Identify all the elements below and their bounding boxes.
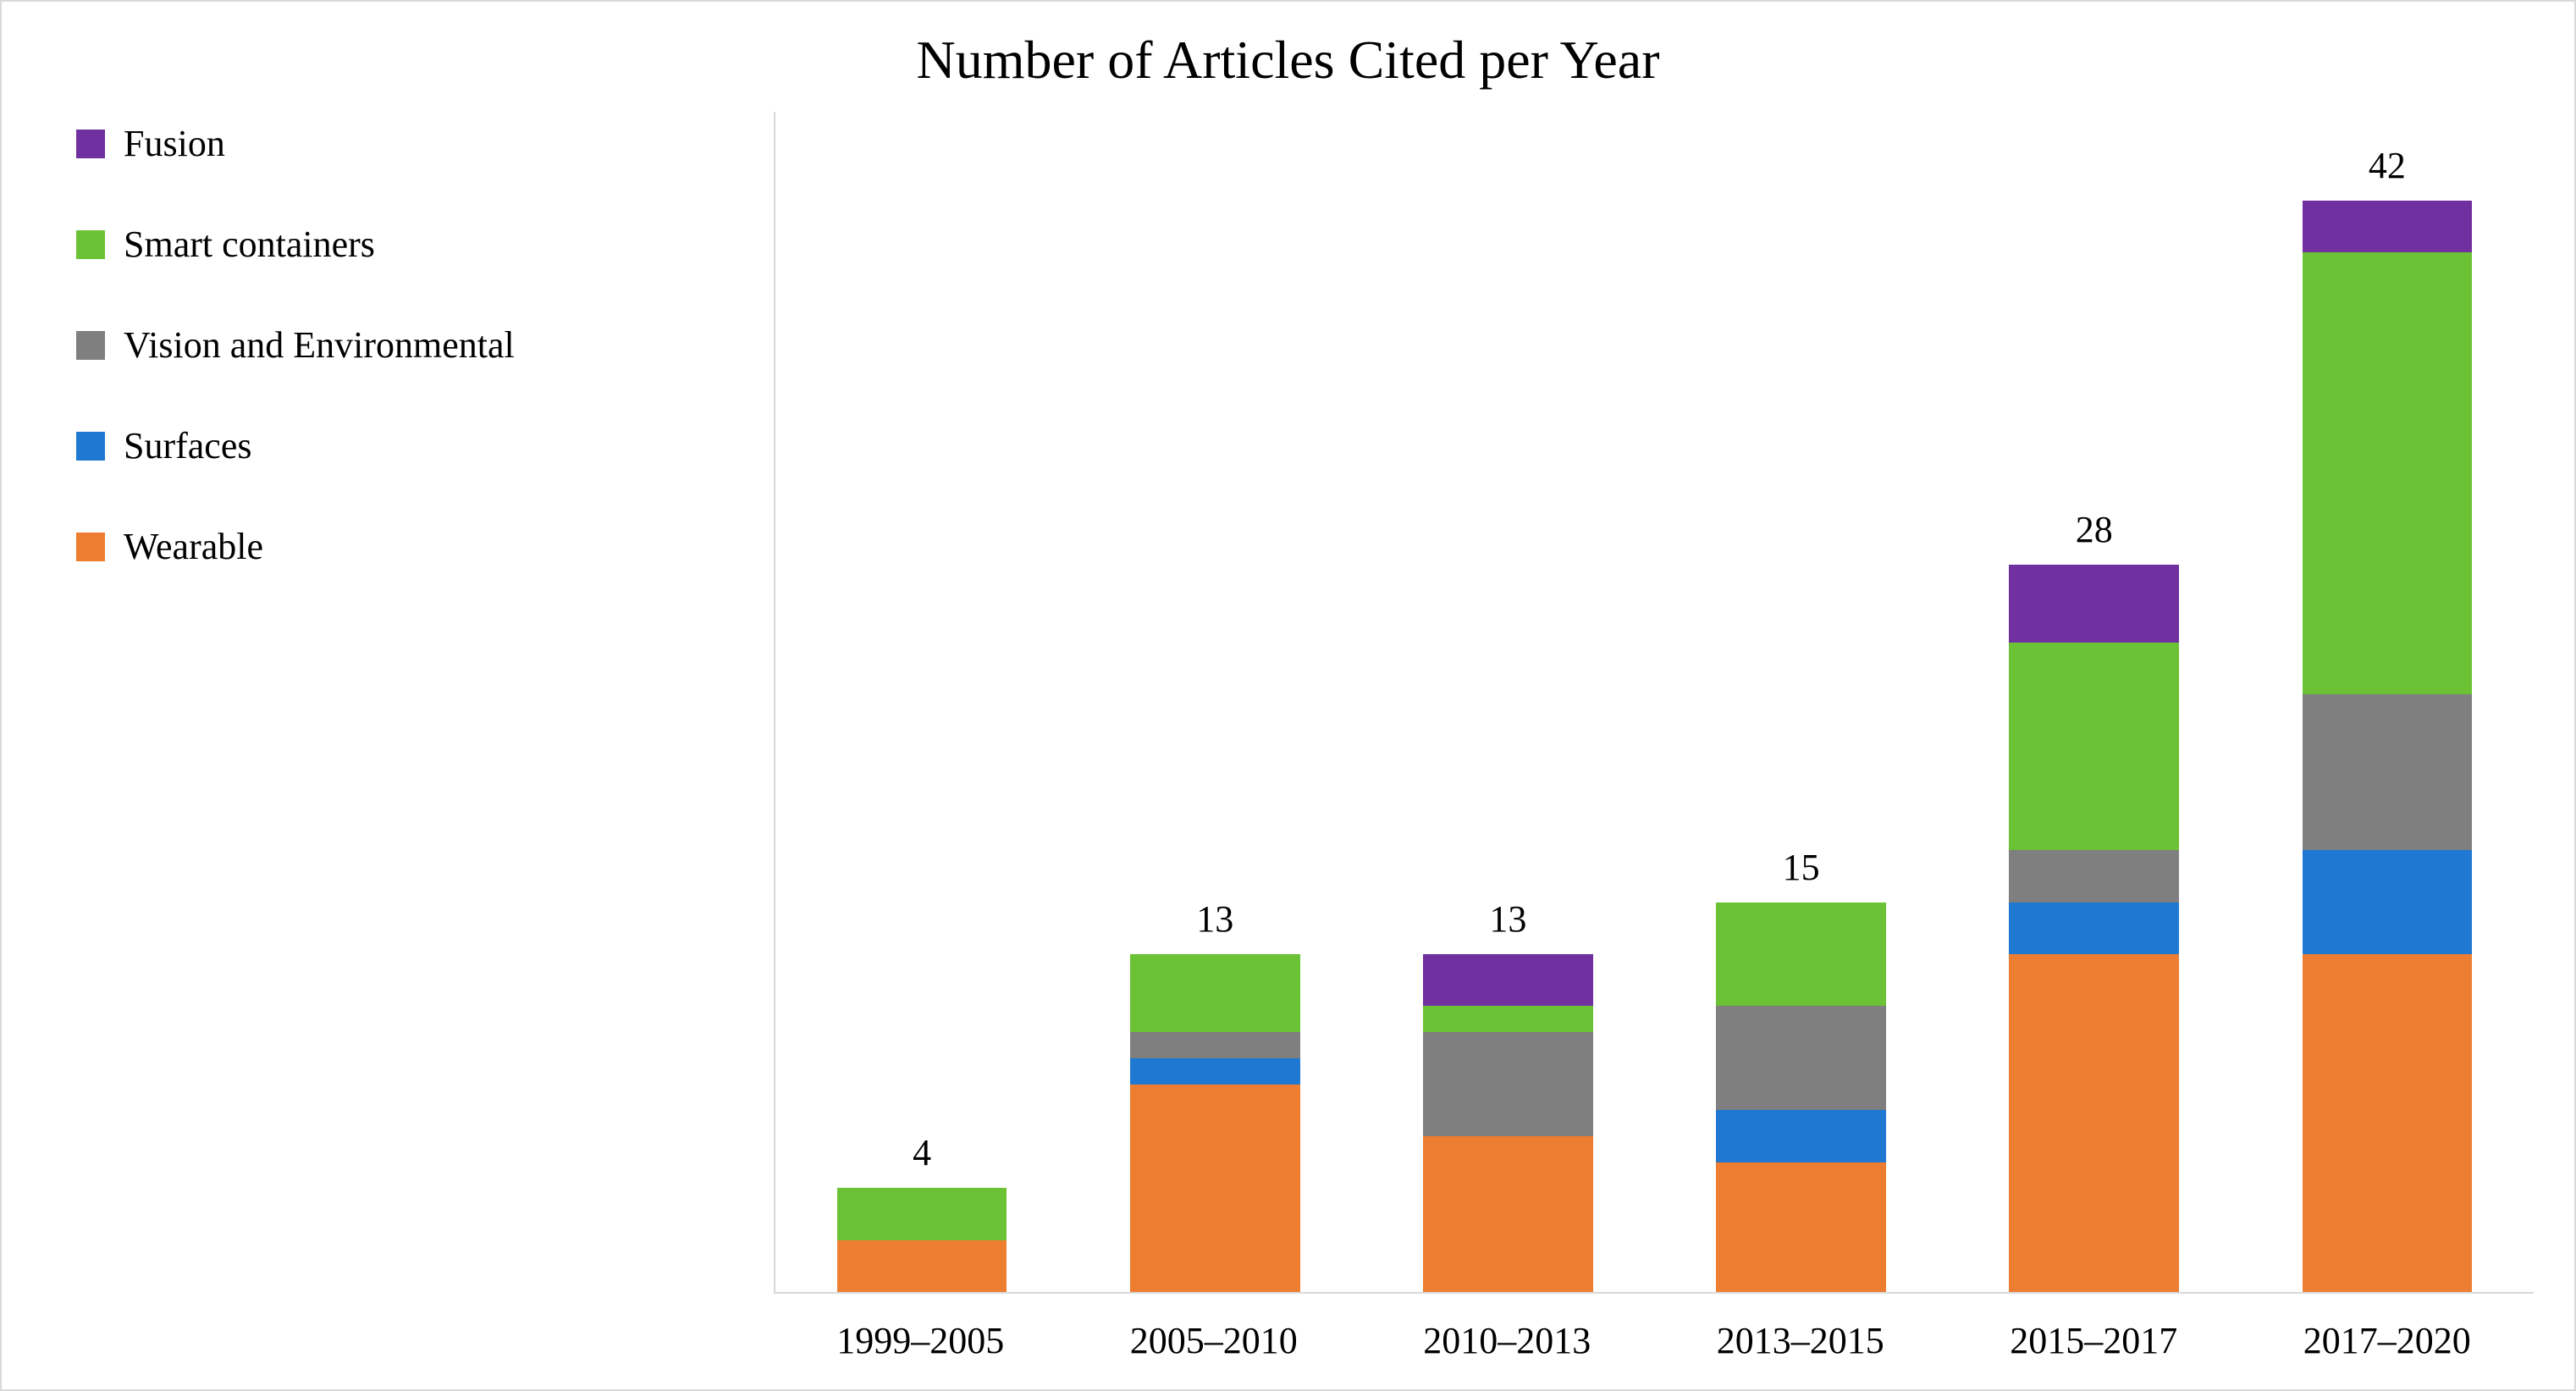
- legend-swatch-smart_containers: [76, 230, 105, 259]
- bar-segment-fusion: [2009, 565, 2179, 643]
- legend-item-smart_containers: Smart containers: [76, 223, 774, 266]
- legend-label-wearable: Wearable: [124, 525, 263, 568]
- bar-segment-surfaces: [1716, 1110, 1886, 1162]
- bar-segment-smart_containers: [2009, 643, 2179, 851]
- legend-swatch-wearable: [76, 533, 105, 561]
- bar-total-label: 13: [1489, 897, 1526, 941]
- bar-segment-smart_containers: [1423, 1006, 1593, 1032]
- bar-segment-wearable: [2009, 954, 2179, 1292]
- legend-item-wearable: Wearable: [76, 525, 774, 568]
- bar-segment-vision_env: [1423, 1032, 1593, 1136]
- chart-frame: Number of Articles Cited per Year Fusion…: [0, 0, 2576, 1391]
- x-axis-label: 1999–2005: [774, 1319, 1067, 1362]
- bar-column: 13: [1068, 112, 1361, 1292]
- bar-segment-wearable: [1130, 1085, 1300, 1293]
- bar-segment-smart_containers: [1716, 902, 1886, 1007]
- bar-total-label: 15: [1783, 846, 1820, 889]
- bar-segment-smart_containers: [2303, 252, 2473, 694]
- legend-item-fusion: Fusion: [76, 122, 774, 165]
- bar-segment-wearable: [837, 1240, 1007, 1292]
- chart-content: Fusion Smart containers Vision and Environ…: [42, 112, 2534, 1369]
- legend-swatch-surfaces: [76, 432, 105, 461]
- bar-segment-vision_env: [2009, 850, 2179, 902]
- bar-segment-surfaces: [2009, 902, 2179, 954]
- bar-segment-surfaces: [1130, 1058, 1300, 1085]
- chart-title: Number of Articles Cited per Year: [42, 29, 2534, 91]
- bar-segment-vision_env: [1130, 1032, 1300, 1058]
- bar-segment-wearable: [1716, 1162, 1886, 1292]
- legend: Fusion Smart containers Vision and Environ…: [42, 112, 774, 1369]
- bar-total-label: 4: [913, 1131, 931, 1174]
- legend-label-vision_env: Vision and Environmental: [124, 323, 515, 367]
- legend-item-surfaces: Surfaces: [76, 424, 774, 467]
- bar-segment-smart_containers: [1130, 954, 1300, 1032]
- bar-segment-surfaces: [2303, 850, 2473, 954]
- bar-column: 28: [1948, 112, 2241, 1292]
- bar-segment-vision_env: [1716, 1006, 1886, 1110]
- bar-segment-vision_env: [2303, 694, 2473, 850]
- bar-stack: [1423, 954, 1593, 1292]
- x-axis: 1999–20052005–20102010–20132013–20152015…: [774, 1319, 2534, 1362]
- x-axis-label: 2017–2020: [2241, 1319, 2535, 1362]
- bar-stack: [2009, 565, 2179, 1292]
- bar-segment-wearable: [2303, 954, 2473, 1292]
- bar-stack: [1130, 954, 1300, 1292]
- legend-item-vision_env: Vision and Environmental: [76, 323, 774, 367]
- bar-stack: [837, 1188, 1007, 1292]
- bar-total-label: 28: [2076, 508, 2113, 551]
- bar-column: 15: [1655, 112, 1948, 1292]
- bar-segment-fusion: [1423, 954, 1593, 1006]
- bar-stack: [2303, 201, 2473, 1292]
- bar-stack: [1716, 902, 1886, 1292]
- legend-label-smart_containers: Smart containers: [124, 223, 375, 266]
- bar-column: 4: [775, 112, 1068, 1292]
- bar-segment-wearable: [1423, 1136, 1593, 1292]
- x-axis-label: 2015–2017: [1947, 1319, 2241, 1362]
- x-axis-label: 2005–2010: [1067, 1319, 1361, 1362]
- legend-label-surfaces: Surfaces: [124, 424, 252, 467]
- plot-area: 4 13 13 15 28 42: [774, 112, 2534, 1294]
- legend-swatch-fusion: [76, 130, 105, 158]
- bar-total-label: 13: [1196, 897, 1233, 941]
- plot-wrap: 41313152842 1999–20052005–20102010–20132…: [774, 112, 2534, 1369]
- bar-segment-fusion: [2303, 201, 2473, 252]
- x-axis-label: 2013–2015: [1654, 1319, 1948, 1362]
- bar-column: 42: [2241, 112, 2534, 1292]
- bar-column: 13: [1361, 112, 1654, 1292]
- bar-total-label: 42: [2369, 144, 2406, 187]
- legend-swatch-vision_env: [76, 331, 105, 360]
- legend-label-fusion: Fusion: [124, 122, 225, 165]
- x-axis-label: 2010–2013: [1360, 1319, 1654, 1362]
- bar-segment-smart_containers: [837, 1188, 1007, 1239]
